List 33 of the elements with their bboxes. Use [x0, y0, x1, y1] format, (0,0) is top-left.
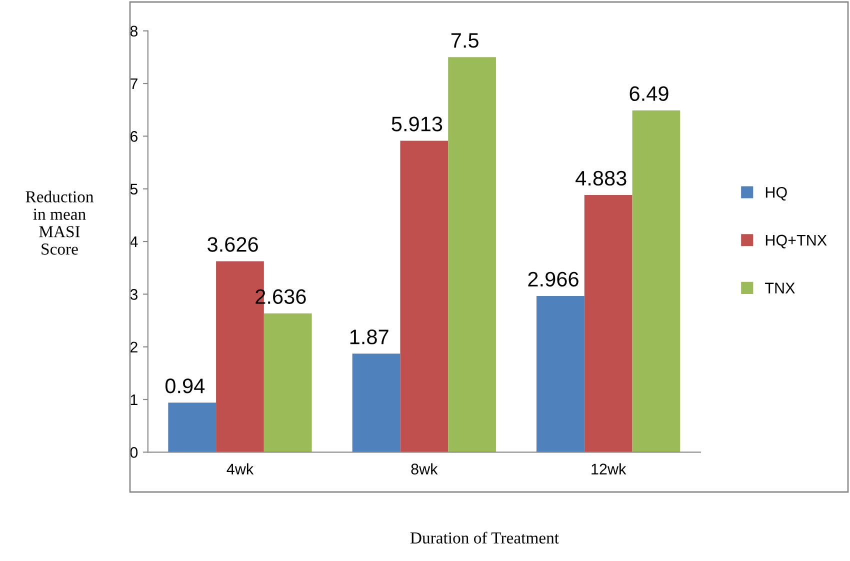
bar [584, 195, 632, 452]
data-label: 4.883 [576, 170, 626, 186]
bar [632, 110, 680, 452]
bar [448, 57, 496, 452]
y-tick-label: 7 [130, 78, 138, 90]
bar [536, 296, 584, 452]
data-label: 7.5 [451, 33, 478, 48]
y-tick-label: 8 [130, 26, 138, 37]
data-label: 3.626 [208, 237, 258, 252]
x-tick-label: 4wk [226, 463, 254, 474]
bar [264, 313, 312, 452]
y-tick-label: 1 [130, 394, 138, 406]
y-tick-label: 2 [130, 342, 138, 352]
legend-label: HQ+TNX [766, 234, 827, 248]
data-label: 2.966 [528, 272, 578, 287]
y-tick-label: 5 [130, 184, 138, 195]
legend-label: TNX [765, 282, 795, 294]
data-label: 5.913 [392, 116, 442, 132]
bar [352, 354, 400, 452]
x-tick-label: 12wk [592, 463, 626, 474]
y-tick-label: 0 [130, 447, 138, 458]
data-label: 0.94 [165, 378, 205, 394]
data-label: 6.49 [630, 86, 668, 101]
legend-label: HQ [766, 186, 787, 200]
bar [168, 402, 216, 452]
y-tick-label: 4 [130, 236, 138, 248]
y-tick-label: 3 [130, 289, 138, 300]
x-axis-title: Duration of Treatment [410, 532, 559, 544]
data-label: 1.87 [350, 330, 388, 344]
y-axis-title: Reduction in mean MASI Score [26, 190, 94, 255]
bar [400, 140, 448, 452]
y-tick-label: 6 [130, 131, 138, 142]
x-tick-label: 8wk [411, 463, 438, 474]
